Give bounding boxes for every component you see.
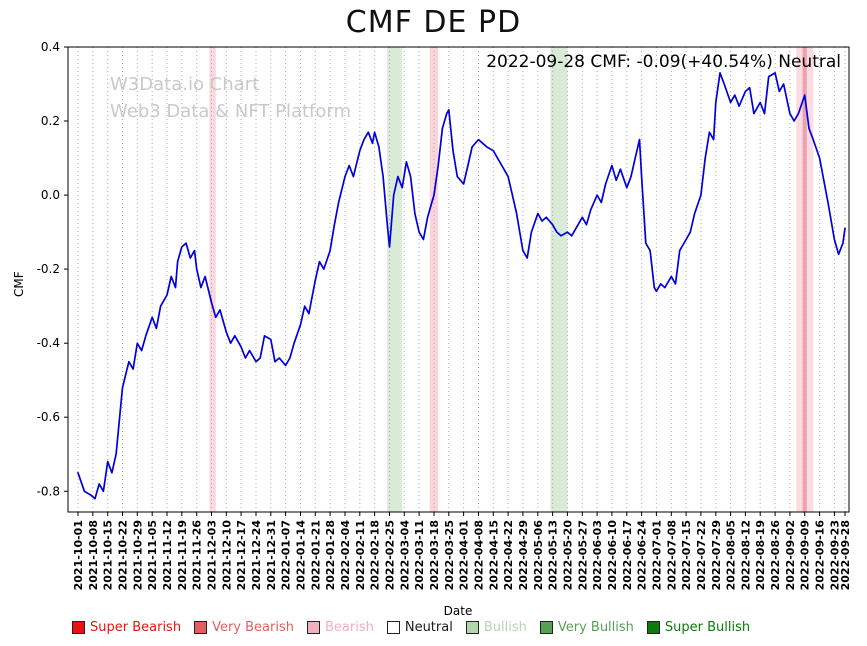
x-tick-label: 2022-04-08 [473,520,486,590]
x-tick-label: 2021-12-03 [206,520,219,590]
legend-item: Very Bullish [539,620,634,635]
x-tick-label: 2022-05-27 [576,520,589,590]
legend-swatch [539,621,553,634]
legend-label: Super Bearish [90,620,182,635]
legend-item: Bullish [465,620,527,635]
x-tick-label: 2022-06-10 [606,520,619,591]
x-tick-label: 2022-03-25 [443,520,456,590]
legend-label: Bearish [324,620,374,635]
watermark: W3Data.io Chart Web3 Data & NFT Platform [110,71,351,125]
x-tick-label: 2021-12-17 [235,520,248,590]
x-tick-label: 2021-10-29 [131,520,144,590]
x-tick-label: 2022-08-12 [739,520,752,590]
y-tick-label: -0.2 [37,262,60,276]
watermark-line2: Web3 Data & NFT Platform [110,101,352,122]
latest-value-annotation: 2022-09-28 CMF: -0.09(+40.54%) Neutral [486,52,841,72]
x-tick-label: 2022-03-04 [398,520,411,591]
y-tick-label: 0.4 [41,40,60,54]
y-axis-label: CMF [12,271,26,297]
x-tick-label: 2021-11-19 [176,520,189,590]
x-tick-label: 2022-05-20 [561,520,574,591]
y-tick-label: -0.4 [37,336,60,350]
legend-item: Super Bullish [646,620,751,635]
legend-label: Bullish [483,620,527,635]
x-tick-label: 2022-05-06 [532,520,545,591]
x-tick-label: 2022-03-11 [413,520,426,590]
x-tick-label: 2022-01-21 [309,520,322,590]
x-tick-label: 2022-08-05 [725,520,738,590]
x-tick-label: 2021-12-31 [265,520,278,590]
x-tick-label: 2022-02-04 [339,520,352,591]
x-tick-label: 2022-01-07 [280,520,293,590]
x-tick-label: 2022-02-18 [369,520,382,590]
legend-swatch [386,621,400,634]
legend-swatch [306,621,320,634]
watermark-line1: W3Data.io Chart [110,74,260,95]
legend: Super Bearish Very Bearish Bearish Neutral B… [72,620,750,635]
x-tick-label: 2022-02-25 [384,520,397,590]
x-tick-label: 2022-01-28 [324,520,337,590]
x-tick-label: 2022-05-13 [547,520,560,590]
x-tick-label: 2022-06-17 [621,520,634,590]
x-tick-label: 2021-10-15 [102,520,115,590]
x-tick-label: 2022-06-03 [591,520,604,590]
x-tick-label: 2022-08-26 [769,520,782,591]
x-tick-label: 2022-09-16 [814,520,827,591]
x-tick-label: 2021-10-01 [72,520,85,590]
x-tick-label: 2022-09-02 [784,520,797,590]
x-tick-label: 2021-11-12 [161,520,174,590]
x-tick-label: 2021-11-05 [146,520,159,590]
legend-label: Neutral [404,620,453,635]
x-tick-label: 2022-09-28 [839,520,852,590]
x-tick-label: 2021-11-26 [191,520,204,591]
x-tick-label: 2021-12-24 [250,520,263,591]
legend-label: Very Bullish [557,620,634,635]
y-tick-label: 0.2 [41,114,60,128]
y-tick-label: 0.0 [41,188,60,202]
x-tick-label: 2022-09-09 [799,520,812,590]
x-tick-label: 2022-03-18 [428,520,441,590]
signal-band-bullish [550,47,568,512]
x-tick-label: 2022-08-19 [754,520,767,590]
x-tick-label: 2022-07-08 [665,520,678,590]
x-tick-label: 2021-10-08 [87,520,100,590]
x-tick-label: 2022-04-29 [517,520,530,590]
x-tick-label: 2022-07-01 [650,520,663,590]
x-tick-label: 2022-01-14 [295,520,308,591]
signal-band-bullish [387,47,403,512]
x-tick-label: 2021-10-22 [117,520,130,590]
x-tick-label: 2021-12-10 [220,520,233,591]
chart-title: CMF DE PD [345,5,522,40]
cmf-line [77,72,846,500]
axes-frame [67,46,850,513]
legend-item: Neutral [386,620,453,635]
legend-swatch [194,621,208,634]
legend-swatch [465,621,479,634]
x-tick-label: 2022-07-22 [695,520,708,590]
x-axis-label: Date [443,604,473,618]
x-tick-label: 2022-02-11 [354,520,367,590]
legend-item: Super Bearish [72,620,181,635]
y-tick-label: -0.6 [37,410,60,424]
x-tick-label: 2022-04-15 [487,520,500,590]
legend-item: Bearish [306,620,374,635]
y-tick-label: -0.8 [37,484,60,498]
x-tick-label: 2022-09-23 [828,520,841,590]
x-tick-label: 2022-06-24 [636,520,649,591]
legend-label: Super Bullish [664,620,751,635]
legend-swatch [646,621,660,634]
x-tick-label: 2022-04-22 [502,520,515,590]
x-tick-label: 2022-04-01 [458,520,471,590]
x-tick-label: 2022-07-15 [680,520,693,590]
signal-band-bearish [209,47,216,512]
x-tick-label: 2022-07-29 [710,520,723,590]
legend-label: Very Bearish [212,620,294,635]
legend-item: Very Bearish [194,620,294,635]
legend-swatch [72,621,85,634]
